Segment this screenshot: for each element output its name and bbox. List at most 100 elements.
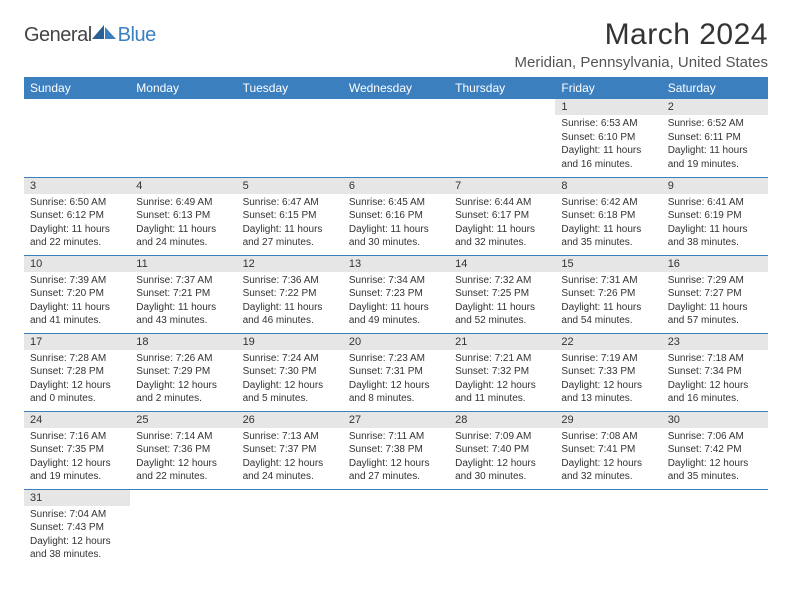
calendar-day: 17Sunrise: 7:28 AMSunset: 7:28 PMDayligh…: [24, 333, 130, 411]
day-number: 17: [24, 334, 130, 350]
calendar-day: 23Sunrise: 7:18 AMSunset: 7:34 PMDayligh…: [662, 333, 768, 411]
day-number: 24: [24, 412, 130, 428]
calendar-day: 7Sunrise: 6:44 AMSunset: 6:17 PMDaylight…: [449, 177, 555, 255]
day-number: 21: [449, 334, 555, 350]
calendar-day: 6Sunrise: 6:45 AMSunset: 6:16 PMDaylight…: [343, 177, 449, 255]
day-details: Sunrise: 7:13 AMSunset: 7:37 PMDaylight:…: [237, 428, 343, 488]
calendar-row: 31Sunrise: 7:04 AMSunset: 7:43 PMDayligh…: [24, 489, 768, 567]
day-details: Sunrise: 7:31 AMSunset: 7:26 PMDaylight:…: [555, 272, 661, 332]
calendar-empty: [343, 489, 449, 567]
day-number: 28: [449, 412, 555, 428]
weekday-header: Thursday: [449, 77, 555, 99]
day-number: 6: [343, 178, 449, 194]
day-number: 13: [343, 256, 449, 272]
calendar-row: 3Sunrise: 6:50 AMSunset: 6:12 PMDaylight…: [24, 177, 768, 255]
day-details: Sunrise: 7:06 AMSunset: 7:42 PMDaylight:…: [662, 428, 768, 488]
calendar-day: 11Sunrise: 7:37 AMSunset: 7:21 PMDayligh…: [130, 255, 236, 333]
calendar-day: 25Sunrise: 7:14 AMSunset: 7:36 PMDayligh…: [130, 411, 236, 489]
weekday-header: Sunday: [24, 77, 130, 99]
calendar-empty: [449, 489, 555, 567]
location: Meridian, Pennsylvania, United States: [515, 54, 768, 71]
calendar-empty: [449, 99, 555, 177]
calendar-day: 29Sunrise: 7:08 AMSunset: 7:41 PMDayligh…: [555, 411, 661, 489]
calendar-day: 8Sunrise: 6:42 AMSunset: 6:18 PMDaylight…: [555, 177, 661, 255]
day-number: 19: [237, 334, 343, 350]
day-details: Sunrise: 7:18 AMSunset: 7:34 PMDaylight:…: [662, 350, 768, 410]
calendar-empty: [130, 99, 236, 177]
day-details: Sunrise: 7:16 AMSunset: 7:35 PMDaylight:…: [24, 428, 130, 488]
day-details: Sunrise: 6:50 AMSunset: 6:12 PMDaylight:…: [24, 194, 130, 254]
calendar-row: 1Sunrise: 6:53 AMSunset: 6:10 PMDaylight…: [24, 99, 768, 177]
month-title: March 2024: [515, 18, 768, 52]
calendar-day: 18Sunrise: 7:26 AMSunset: 7:29 PMDayligh…: [130, 333, 236, 411]
calendar-day: 2Sunrise: 6:52 AMSunset: 6:11 PMDaylight…: [662, 99, 768, 177]
day-number: 18: [130, 334, 236, 350]
calendar-day: 4Sunrise: 6:49 AMSunset: 6:13 PMDaylight…: [130, 177, 236, 255]
day-number: 12: [237, 256, 343, 272]
weekday-header: Saturday: [662, 77, 768, 99]
day-details: Sunrise: 7:21 AMSunset: 7:32 PMDaylight:…: [449, 350, 555, 410]
day-number: 15: [555, 256, 661, 272]
day-details: Sunrise: 7:26 AMSunset: 7:29 PMDaylight:…: [130, 350, 236, 410]
calendar-day: 12Sunrise: 7:36 AMSunset: 7:22 PMDayligh…: [237, 255, 343, 333]
calendar-empty: [343, 99, 449, 177]
logo-sail-icon: [92, 25, 116, 39]
calendar-row: 10Sunrise: 7:39 AMSunset: 7:20 PMDayligh…: [24, 255, 768, 333]
title-block: March 2024 Meridian, Pennsylvania, Unite…: [515, 18, 768, 71]
calendar-day: 21Sunrise: 7:21 AMSunset: 7:32 PMDayligh…: [449, 333, 555, 411]
day-details: Sunrise: 7:36 AMSunset: 7:22 PMDaylight:…: [237, 272, 343, 332]
calendar-day: 26Sunrise: 7:13 AMSunset: 7:37 PMDayligh…: [237, 411, 343, 489]
day-details: Sunrise: 6:52 AMSunset: 6:11 PMDaylight:…: [662, 115, 768, 175]
day-details: Sunrise: 7:28 AMSunset: 7:28 PMDaylight:…: [24, 350, 130, 410]
calendar-body: 1Sunrise: 6:53 AMSunset: 6:10 PMDaylight…: [24, 99, 768, 567]
calendar-row: 24Sunrise: 7:16 AMSunset: 7:35 PMDayligh…: [24, 411, 768, 489]
day-number: 5: [237, 178, 343, 194]
calendar-day: 19Sunrise: 7:24 AMSunset: 7:30 PMDayligh…: [237, 333, 343, 411]
day-details: Sunrise: 7:23 AMSunset: 7:31 PMDaylight:…: [343, 350, 449, 410]
day-details: Sunrise: 7:32 AMSunset: 7:25 PMDaylight:…: [449, 272, 555, 332]
calendar-empty: [555, 489, 661, 567]
day-details: Sunrise: 6:53 AMSunset: 6:10 PMDaylight:…: [555, 115, 661, 175]
calendar-day: 9Sunrise: 6:41 AMSunset: 6:19 PMDaylight…: [662, 177, 768, 255]
day-number: 22: [555, 334, 661, 350]
logo-text-blue: Blue: [118, 24, 156, 47]
day-number: 29: [555, 412, 661, 428]
day-details: Sunrise: 7:34 AMSunset: 7:23 PMDaylight:…: [343, 272, 449, 332]
day-number: 4: [130, 178, 236, 194]
calendar-day: 14Sunrise: 7:32 AMSunset: 7:25 PMDayligh…: [449, 255, 555, 333]
day-number: 27: [343, 412, 449, 428]
weekday-header-row: SundayMondayTuesdayWednesdayThursdayFrid…: [24, 77, 768, 99]
calendar-table: SundayMondayTuesdayWednesdayThursdayFrid…: [24, 77, 768, 567]
day-details: Sunrise: 7:19 AMSunset: 7:33 PMDaylight:…: [555, 350, 661, 410]
day-details: Sunrise: 7:09 AMSunset: 7:40 PMDaylight:…: [449, 428, 555, 488]
day-details: Sunrise: 6:49 AMSunset: 6:13 PMDaylight:…: [130, 194, 236, 254]
header: General Blue March 2024 Meridian, Pennsy…: [24, 18, 768, 71]
calendar-day: 1Sunrise: 6:53 AMSunset: 6:10 PMDaylight…: [555, 99, 661, 177]
weekday-header: Tuesday: [237, 77, 343, 99]
day-number: 26: [237, 412, 343, 428]
calendar-day: 10Sunrise: 7:39 AMSunset: 7:20 PMDayligh…: [24, 255, 130, 333]
calendar-day: 20Sunrise: 7:23 AMSunset: 7:31 PMDayligh…: [343, 333, 449, 411]
day-details: Sunrise: 7:24 AMSunset: 7:30 PMDaylight:…: [237, 350, 343, 410]
day-details: Sunrise: 7:11 AMSunset: 7:38 PMDaylight:…: [343, 428, 449, 488]
day-details: Sunrise: 6:42 AMSunset: 6:18 PMDaylight:…: [555, 194, 661, 254]
day-details: Sunrise: 6:45 AMSunset: 6:16 PMDaylight:…: [343, 194, 449, 254]
calendar-day: 31Sunrise: 7:04 AMSunset: 7:43 PMDayligh…: [24, 489, 130, 567]
calendar-day: 22Sunrise: 7:19 AMSunset: 7:33 PMDayligh…: [555, 333, 661, 411]
day-details: Sunrise: 7:37 AMSunset: 7:21 PMDaylight:…: [130, 272, 236, 332]
day-number: 8: [555, 178, 661, 194]
day-number: 16: [662, 256, 768, 272]
day-number: 2: [662, 99, 768, 115]
calendar-empty: [237, 489, 343, 567]
day-number: 20: [343, 334, 449, 350]
weekday-header: Monday: [130, 77, 236, 99]
day-number: 10: [24, 256, 130, 272]
day-number: 23: [662, 334, 768, 350]
day-number: 25: [130, 412, 236, 428]
day-details: Sunrise: 7:04 AMSunset: 7:43 PMDaylight:…: [24, 506, 130, 566]
day-number: 14: [449, 256, 555, 272]
calendar-empty: [237, 99, 343, 177]
calendar-empty: [24, 99, 130, 177]
logo-text-general: General: [24, 24, 92, 47]
calendar-day: 13Sunrise: 7:34 AMSunset: 7:23 PMDayligh…: [343, 255, 449, 333]
